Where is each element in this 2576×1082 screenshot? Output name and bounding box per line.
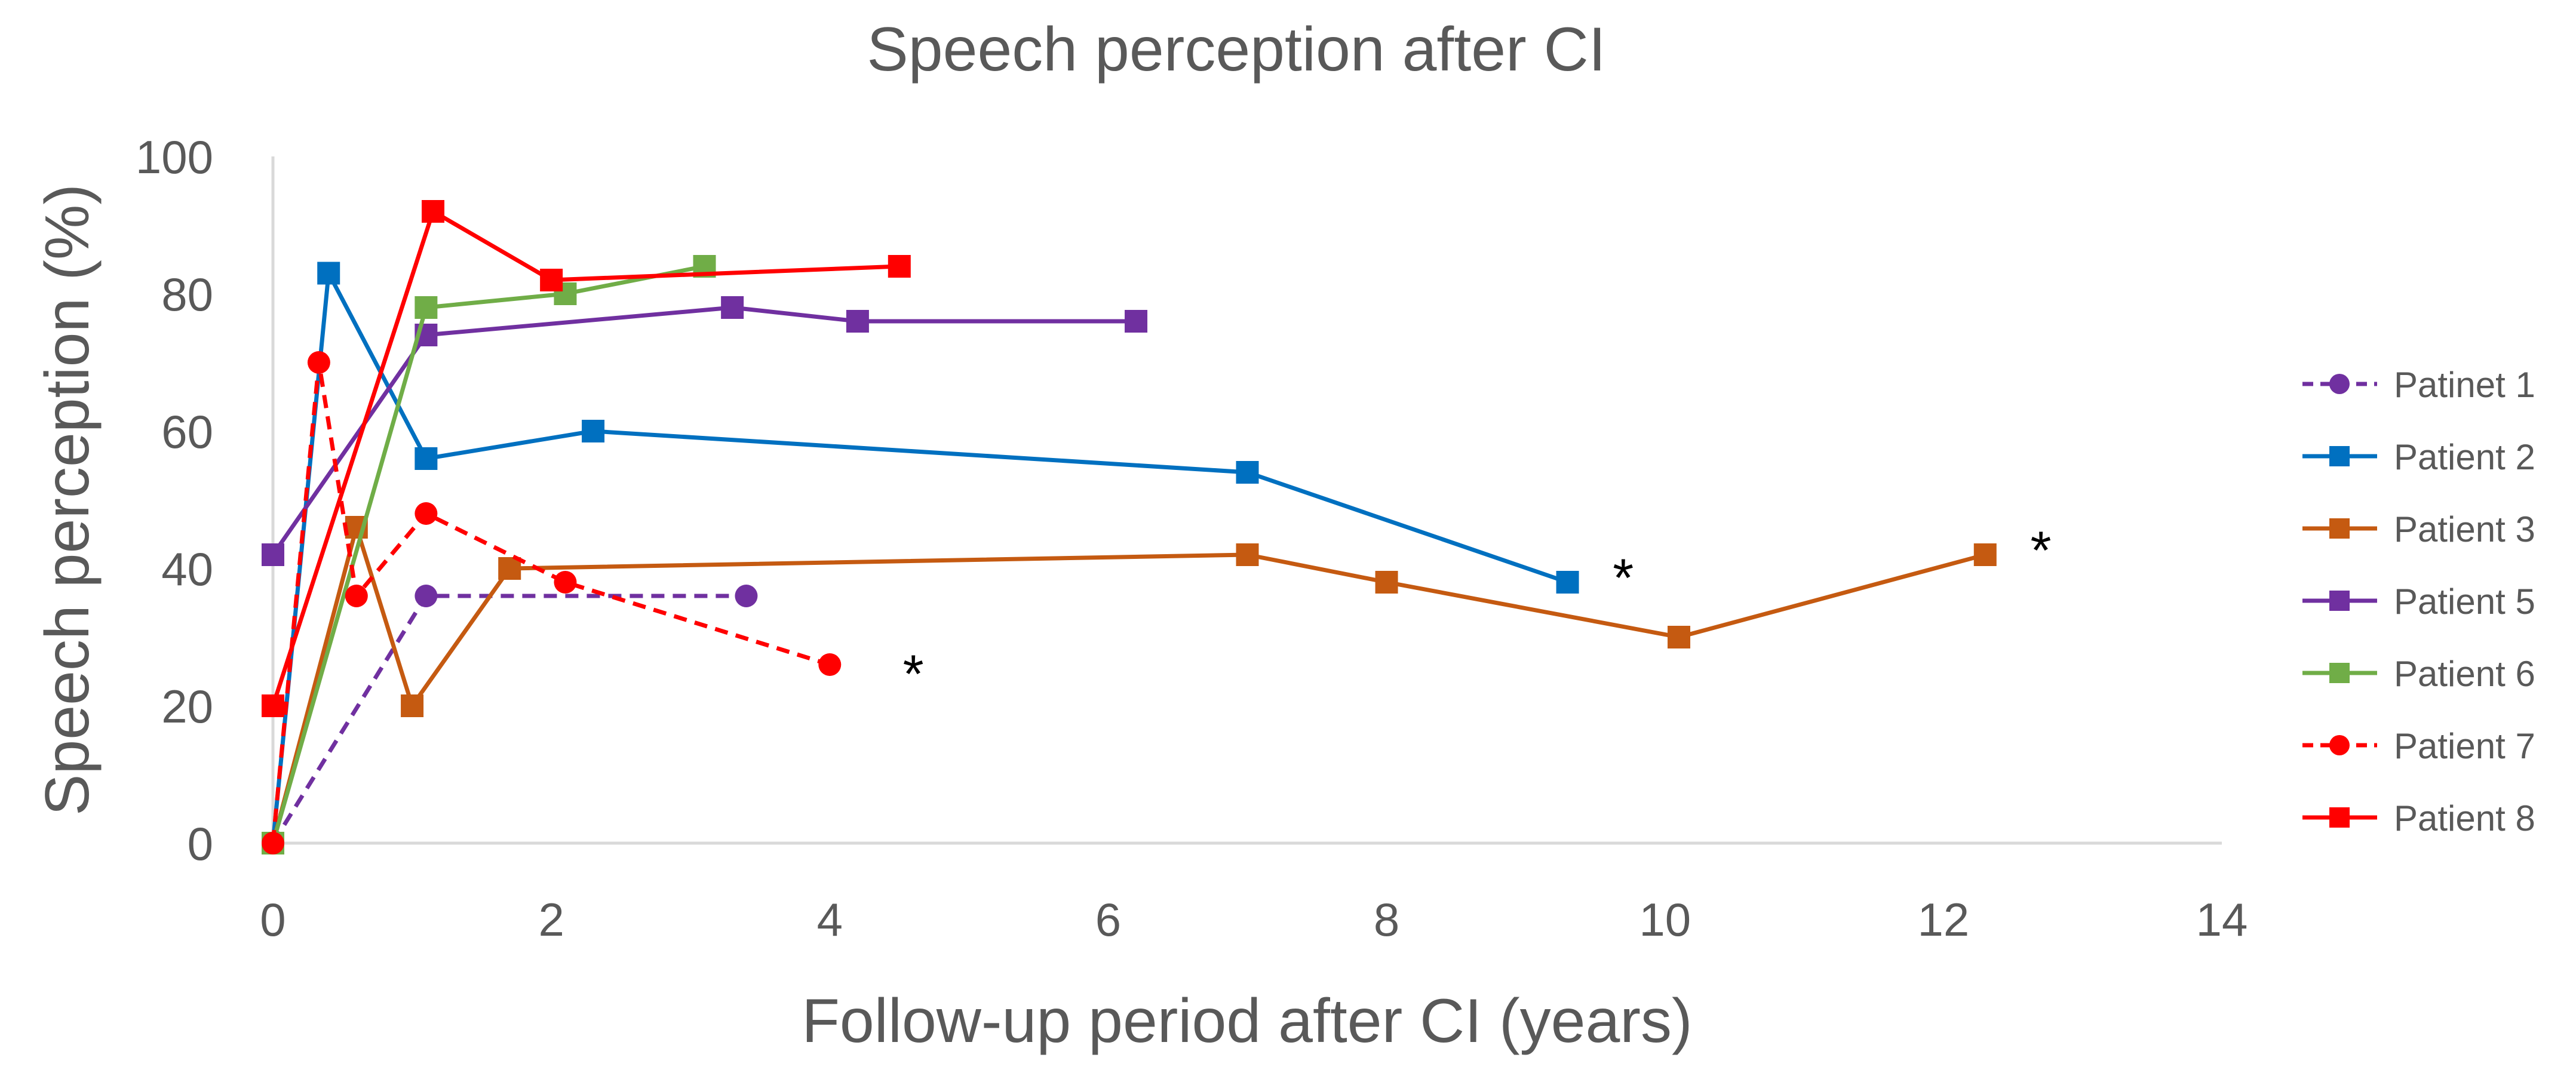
data-point [415, 502, 438, 525]
data-point [846, 310, 869, 333]
legend-marker [2329, 591, 2350, 611]
data-point [735, 585, 758, 607]
series-patient-8 [262, 200, 911, 717]
x-axis-title: Follow-up period after CI (years) [802, 986, 1692, 1056]
data-point [307, 351, 330, 374]
y-tick-label: 60 [161, 405, 213, 458]
series-line [271, 271, 1568, 844]
x-tick-label: 0 [260, 893, 285, 946]
series-patient-3 [262, 516, 1997, 854]
x-tick-label: 12 [1917, 893, 1969, 946]
data-point [1375, 571, 1398, 594]
data-point [1668, 626, 1691, 648]
legend-item-patient-8: Patient 8 [2302, 798, 2535, 838]
data-point [317, 262, 340, 285]
data-point [262, 543, 284, 566]
legend-item-patient-5: Patient 5 [2302, 582, 2535, 622]
data-point [540, 269, 563, 291]
data-point [554, 571, 577, 594]
series-line [271, 525, 1986, 844]
x-tick-labels: 0 2 4 6 8 10 12 14 [260, 893, 2248, 946]
y-tick-label: 80 [161, 268, 213, 321]
annotation-asterisk: * [903, 645, 924, 705]
data-point [262, 832, 284, 854]
legend-label: Patient 8 [2394, 798, 2535, 838]
legend-item-patient-3: Patient 3 [2302, 509, 2535, 549]
x-tick-label: 4 [817, 893, 843, 946]
chart-title: Speech perception after CI [867, 15, 1605, 84]
data-point [345, 585, 368, 607]
axes [271, 156, 2222, 845]
data-point [1973, 543, 1997, 566]
series-line [271, 209, 899, 707]
y-tick-label: 40 [161, 543, 213, 595]
series-patient-7 [262, 351, 842, 854]
data-point [888, 255, 911, 278]
legend: Patinet 1 Patient 2 Patient 3 Patient 5 Pati… [2302, 365, 2535, 838]
data-point [721, 296, 744, 319]
series-layer [262, 200, 1997, 854]
data-point [401, 694, 424, 717]
annotation-asterisk: * [1613, 549, 1634, 608]
data-point [415, 585, 438, 607]
x-tick-label: 8 [1374, 893, 1399, 946]
series-line [271, 594, 747, 844]
legend-marker [2329, 807, 2350, 828]
data-point [415, 296, 438, 319]
data-point [422, 200, 445, 223]
legend-marker [2329, 446, 2350, 466]
data-point [498, 557, 521, 580]
annotation-asterisk: * [2030, 521, 2051, 581]
data-point [415, 447, 438, 470]
legend-item-patient-6: Patient 6 [2302, 654, 2535, 694]
series-line [271, 305, 1137, 557]
data-point [1236, 461, 1259, 484]
x-tick-label: 2 [538, 893, 564, 946]
x-tick-label: 6 [1095, 893, 1121, 946]
data-point [582, 420, 605, 442]
y-tick-labels: 0 20 40 60 80 100 [136, 131, 213, 870]
legend-label: Patient 2 [2394, 437, 2535, 477]
legend-label: Patient 3 [2394, 509, 2535, 549]
legend-item-patient-2: Patient 2 [2302, 437, 2535, 477]
legend-label: Patient 7 [2394, 726, 2535, 766]
legend-label: Patient 6 [2394, 654, 2535, 694]
y-tick-label: 20 [161, 680, 213, 733]
data-point [1125, 310, 1148, 333]
data-point [262, 694, 284, 717]
legend-item-patinet-1: Patinet 1 [2302, 365, 2535, 405]
x-tick-label: 10 [1639, 893, 1691, 946]
x-tick-label: 14 [2196, 893, 2248, 946]
series-patient-6 [262, 255, 716, 854]
legend-marker [2329, 735, 2350, 755]
data-point [1236, 543, 1259, 566]
series-patient-2 [262, 262, 1579, 854]
series-line [271, 264, 705, 844]
data-point [1556, 571, 1579, 594]
legend-marker [2329, 663, 2350, 683]
annotation-layer: * * * [903, 521, 2052, 705]
legend-label: Patient 5 [2394, 582, 2535, 622]
y-tick-label: 0 [188, 817, 213, 870]
legend-item-patient-7: Patient 7 [2302, 726, 2535, 766]
legend-label: Patinet 1 [2394, 365, 2535, 405]
legend-marker [2329, 374, 2350, 394]
legend-marker [2329, 518, 2350, 539]
data-point [818, 653, 842, 676]
y-axis-title: Speech perception (%) [33, 184, 102, 816]
y-tick-label: 100 [136, 131, 213, 183]
